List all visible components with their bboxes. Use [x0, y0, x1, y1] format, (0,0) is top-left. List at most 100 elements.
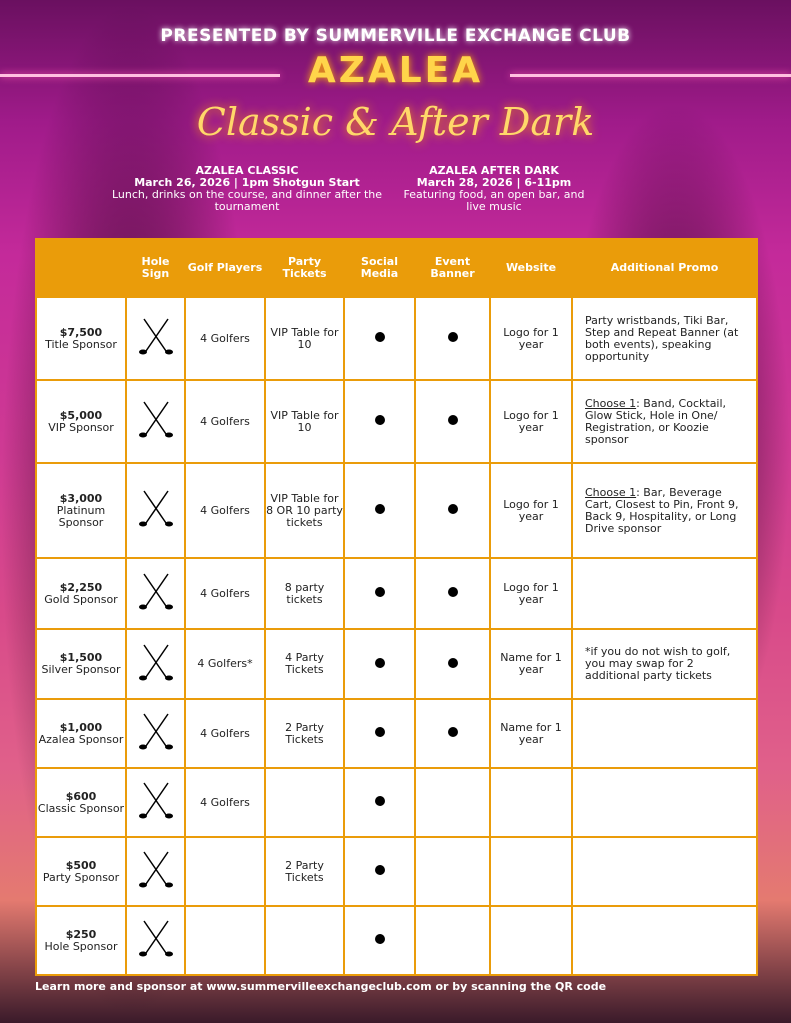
golf-players: 4 Golfers [200, 795, 250, 809]
sponsorship-table: Hole Sign Golf Players Party Tickets Social… [35, 238, 758, 976]
promo-cell [571, 767, 758, 838]
party-tickets: VIP Table for 10 [270, 408, 339, 434]
website-cell: Logo for 1 year [489, 557, 573, 630]
included-dot-icon [374, 934, 385, 944]
hole-sign-cell [125, 628, 186, 700]
website-cell: Logo for 1 year [489, 296, 573, 381]
table-row: $1,500 Silver Sponsor 4 Golfers* 4 Party Ti… [35, 628, 758, 700]
presented-by: PRESENTED BY SUMMERVILLE EXCHANGE CLUB [160, 26, 631, 46]
sponsor-level-cell: $5,000 VIP Sponsor [35, 379, 127, 464]
hole-sign-cell [125, 379, 186, 464]
included-dot-icon [374, 587, 385, 597]
social-media-cell [343, 836, 416, 907]
party-tickets: VIP Table for 8 OR 10 party tickets [266, 491, 343, 529]
party-tickets-cell: VIP Table for 8 OR 10 party tickets [264, 462, 345, 559]
promo-cell [571, 905, 758, 976]
event-subtitle: Classic & After Dark [196, 100, 595, 144]
price: $2,250 [59, 580, 103, 594]
level: VIP Sponsor [48, 420, 114, 434]
party-tickets: 8 party tickets [284, 580, 325, 606]
included-dot-icon [374, 727, 385, 737]
golf-clubs-icon [136, 782, 176, 824]
hole-sign-cell [125, 296, 186, 381]
included-dot-icon [374, 657, 385, 668]
golf-players-cell: 4 Golfers* [184, 628, 266, 700]
level: Gold Sponsor [44, 592, 118, 606]
party-tickets-cell: 8 party tickets [264, 557, 345, 630]
promo-text: : Bar, Beverage Cart, Closest to Pin, Fr… [585, 485, 739, 535]
website-benefit: Name for 1 year [500, 651, 562, 676]
footer-text: Learn more and sponsor at www.summervill… [35, 980, 607, 993]
promo-text: *if you do not wish to golf, you may swa… [585, 645, 731, 682]
price: $7,500 [59, 325, 103, 339]
promo-cell: *if you do not wish to golf, you may swa… [571, 628, 758, 700]
website-cell [489, 905, 573, 976]
sponsor-level-cell: $500 Party Sponsor [35, 836, 127, 907]
social-media-cell [343, 905, 416, 976]
level: Party Sponsor [42, 870, 120, 884]
golf-clubs-icon [136, 318, 176, 360]
level: Classic Sponsor [37, 801, 125, 815]
hole-sign-cell [125, 905, 186, 976]
website-benefit: Logo for 1 year [503, 497, 559, 523]
social-media-cell [343, 767, 416, 838]
promo-text: : Band, Cocktail, Glow Stick, Hole in On… [585, 396, 727, 446]
table-row: $3,000 Platinum Sponsor 4 Golfers VIP Table… [35, 462, 758, 559]
hole-sign-cell [125, 836, 186, 907]
level: Azalea Sponsor [38, 732, 124, 746]
included-dot-icon [374, 796, 385, 806]
included-dot-icon [374, 415, 385, 425]
golf-players-cell: 4 Golfers [184, 462, 266, 559]
website-cell: Name for 1 year [489, 698, 573, 769]
golf-players-cell: 4 Golfers [184, 379, 266, 464]
social-media-cell [343, 462, 416, 559]
event-desc: Featuring food, an open bar, and live mu… [403, 188, 585, 213]
website-cell: Name for 1 year [489, 628, 573, 700]
sponsor-level-cell: $7,500 Title Sponsor [35, 296, 127, 381]
promo-cell [571, 557, 758, 630]
golf-players-cell [184, 836, 266, 907]
table-row: $250 Hole Sponsor [35, 905, 758, 976]
event-banner-cell [414, 628, 491, 700]
column-header: Website [489, 238, 573, 298]
event-banner-cell [414, 836, 491, 907]
golf-players: 4 Golfers [200, 586, 250, 600]
event-after-dark: AZALEA AFTER DARK March 28, 2026 | 6-11p… [394, 165, 594, 213]
sponsor-level-cell: $3,000 Platinum Sponsor [35, 462, 127, 559]
golf-clubs-icon [136, 851, 176, 893]
golf-clubs-icon [136, 490, 176, 532]
neon-line-left [0, 74, 280, 77]
golf-players-cell: 4 Golfers [184, 698, 266, 769]
level: Hole Sponsor [44, 939, 118, 953]
event-banner-cell [414, 296, 491, 381]
included-dot-icon [374, 865, 385, 875]
party-tickets: VIP Table for 10 [270, 325, 339, 351]
social-media-cell [343, 628, 416, 700]
sponsor-level-cell: $250 Hole Sponsor [35, 905, 127, 976]
sponsor-level-cell: $1,000 Azalea Sponsor [35, 698, 127, 769]
level: Platinum Sponsor [56, 503, 106, 529]
golf-clubs-icon [136, 644, 176, 686]
promo-text: Party wristbands, Tiki Bar, Step and Rep… [585, 313, 739, 363]
event-banner-cell [414, 379, 491, 464]
neon-line-right [510, 74, 791, 77]
included-dot-icon [447, 504, 458, 514]
party-tickets-cell: 2 Party Tickets [264, 836, 345, 907]
column-header: Golf Players [184, 238, 266, 298]
promo-cell [571, 698, 758, 769]
golf-clubs-icon [136, 713, 176, 755]
event-when: March 26, 2026 | 1pm Shotgun Start [134, 176, 360, 189]
golf-players: 4 Golfers [200, 331, 250, 345]
event-desc: Lunch, drinks on the course, and dinner … [111, 188, 383, 213]
table-row: $5,000 VIP Sponsor 4 Golfers VIP Table for … [35, 379, 758, 464]
party-tickets: 4 Party Tickets [285, 651, 324, 676]
party-tickets-cell: VIP Table for 10 [264, 296, 345, 381]
included-dot-icon [447, 415, 458, 425]
golf-players-cell: 4 Golfers [184, 767, 266, 838]
golf-players: 4 Golfers [200, 726, 250, 740]
sponsor-level-cell: $2,250 Gold Sponsor [35, 557, 127, 630]
column-header: Event Banner [414, 238, 491, 298]
event-when: March 28, 2026 | 6-11pm [416, 176, 572, 189]
price: $1,500 [59, 651, 103, 664]
promo-cell [571, 836, 758, 907]
